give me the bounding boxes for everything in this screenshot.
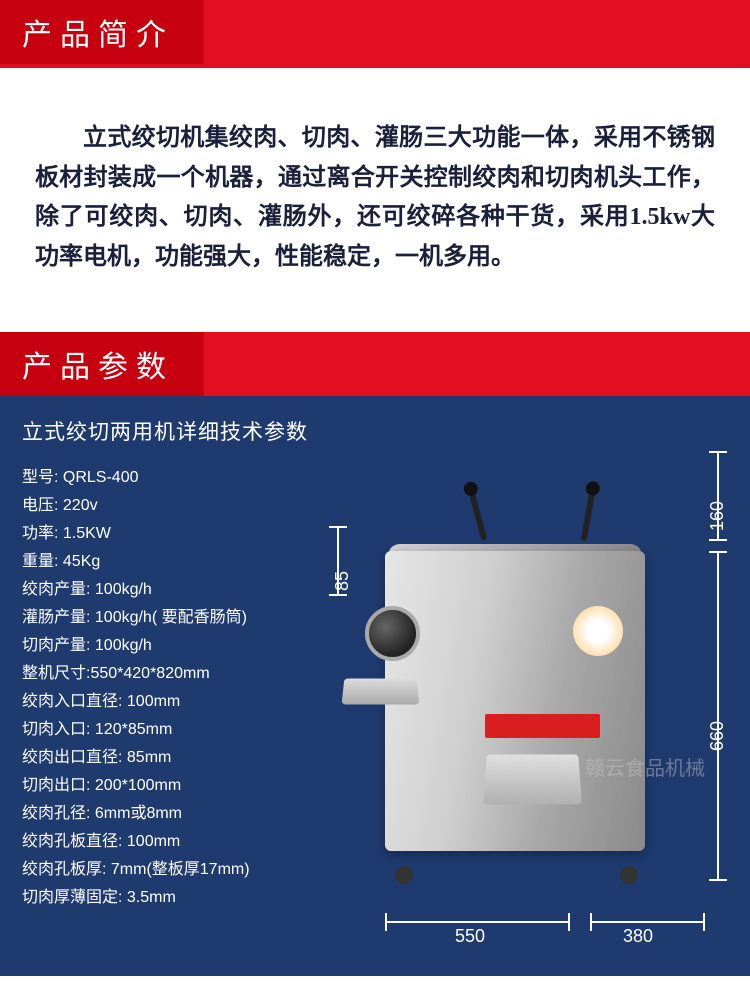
- lever-icon: [469, 491, 488, 541]
- intro-text: 立式绞切机集绞肉、切肉、灌肠三大功能一体，采用不锈钢板材封装成一个机器，通过离合…: [35, 119, 715, 277]
- dimension-line: [717, 551, 719, 881]
- red-label-icon: [485, 714, 600, 738]
- section-params-title: 产品参数: [22, 342, 174, 386]
- spec-item: 整机尺寸:550*420*820mm: [22, 660, 332, 688]
- dimension-line: [385, 921, 570, 923]
- spec-item: 绞肉出口直径: 85mm: [22, 744, 332, 772]
- spec-item: 功率: 1.5KW: [22, 520, 332, 548]
- section-intro-title: 产品简介: [22, 10, 174, 54]
- spec-item: 绞肉产量: 100kg/h: [22, 576, 332, 604]
- watermark: 赣云食品机械: [585, 752, 705, 781]
- machine-body: [385, 551, 645, 851]
- params-block: 立式绞切两用机详细技术参数 型号: QRLS-400 电压: 220v 功率: …: [0, 396, 750, 976]
- caster-icon: [395, 866, 413, 884]
- section-params-tab: 产品参数: [0, 332, 204, 396]
- chute-icon: [483, 755, 582, 805]
- spec-list: 型号: QRLS-400 电压: 220v 功率: 1.5KW 重量: 45Kg…: [22, 464, 332, 912]
- spec-item: 绞肉孔径: 6mm或8mm: [22, 800, 332, 828]
- spec-item: 电压: 220v: [22, 492, 332, 520]
- spec-item: 型号: QRLS-400: [22, 464, 332, 492]
- machine-illustration: [355, 496, 665, 876]
- spec-panel: 立式绞切两用机详细技术参数 型号: QRLS-400 电压: 220v 功率: …: [22, 416, 332, 912]
- spec-item: 切肉入口: 120*85mm: [22, 716, 332, 744]
- dimension-380: 380: [623, 926, 653, 947]
- tray-icon: [342, 679, 420, 705]
- dimension-85: 85: [332, 571, 353, 591]
- dimension-line: [590, 921, 705, 923]
- spec-item: 切肉产量: 100kg/h: [22, 632, 332, 660]
- machine-diagram: 85 550 380 160 660 赣云食品机械: [335, 416, 735, 956]
- intro-block: 立式绞切机集绞肉、切肉、灌肠三大功能一体，采用不锈钢板材封装成一个机器，通过离合…: [0, 64, 750, 332]
- dimension-550: 550: [455, 926, 485, 947]
- grinder-outlet-icon: [365, 606, 420, 661]
- spec-title: 立式绞切两用机详细技术参数: [22, 416, 332, 446]
- dimension-160: 160: [707, 501, 728, 531]
- section-intro-tab: 产品简介: [0, 0, 204, 64]
- lever-icon: [581, 491, 596, 541]
- spec-item: 绞肉孔板厚: 7mm(整板厚17mm): [22, 856, 332, 884]
- caster-icon: [620, 866, 638, 884]
- spec-item: 绞肉入口直径: 100mm: [22, 688, 332, 716]
- spec-item: 灌肠产量: 100kg/h( 要配香肠筒): [22, 604, 332, 632]
- section-params-header: 产品参数: [0, 332, 750, 396]
- spec-item: 绞肉孔板直径: 100mm: [22, 828, 332, 856]
- spec-item: 重量: 45Kg: [22, 548, 332, 576]
- section-intro-header: 产品简介: [0, 0, 750, 64]
- dimension-660: 660: [707, 721, 728, 751]
- spec-item: 切肉厚薄固定: 3.5mm: [22, 884, 332, 912]
- spec-item: 切肉出口: 200*100mm: [22, 772, 332, 800]
